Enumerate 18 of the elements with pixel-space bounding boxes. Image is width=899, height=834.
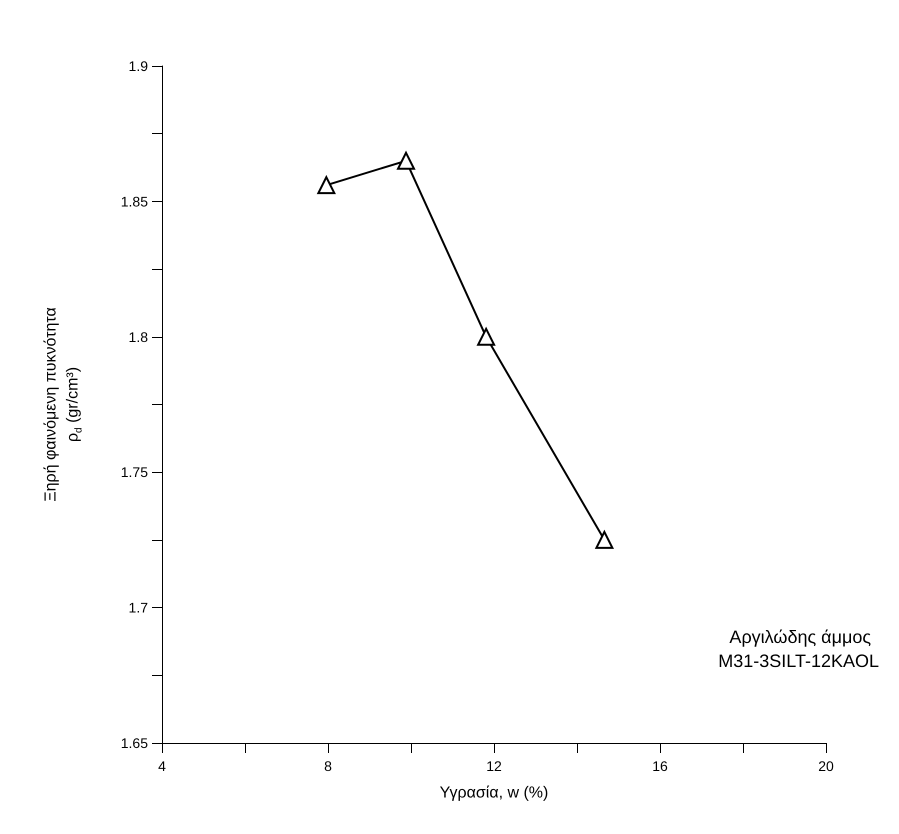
y-tick-label: 1.75 bbox=[120, 464, 148, 480]
annotation: Αργιλώδης άμμος bbox=[729, 627, 872, 647]
x-tick-label: 16 bbox=[652, 758, 668, 774]
annotation: M31-3SILT-12KAOL bbox=[718, 651, 880, 671]
point bbox=[477, 328, 496, 346]
y-tick-label: 1.7 bbox=[128, 600, 148, 616]
y-tick-label: 1.85 bbox=[120, 193, 148, 210]
x-tick-label: 4 bbox=[158, 758, 166, 774]
x-tick-label: 20 bbox=[818, 758, 834, 774]
y-tick-label: 1.9 bbox=[128, 58, 148, 74]
point bbox=[317, 176, 336, 194]
x-axis-title: Υγρασία, w (%) bbox=[440, 784, 548, 802]
point bbox=[397, 152, 416, 170]
x-tick-label: 12 bbox=[486, 758, 502, 774]
y-tick-label: 1.65 bbox=[120, 735, 148, 751]
y-tick-label: 1.8 bbox=[128, 328, 148, 345]
x-tick-label: 8 bbox=[324, 758, 332, 774]
point bbox=[595, 530, 614, 549]
